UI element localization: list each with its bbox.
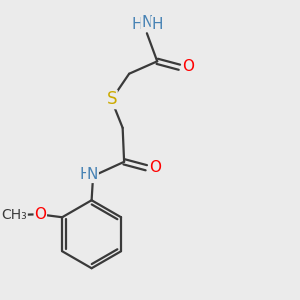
- Text: CH₃: CH₃: [2, 208, 27, 222]
- Text: H: H: [132, 17, 143, 32]
- Text: H: H: [152, 17, 163, 32]
- Text: N: N: [141, 14, 153, 29]
- Text: O: O: [182, 59, 194, 74]
- Text: N: N: [87, 167, 98, 182]
- Text: H: H: [79, 167, 91, 182]
- Text: S: S: [106, 91, 117, 109]
- Text: O: O: [149, 160, 161, 175]
- Text: O: O: [34, 207, 46, 222]
